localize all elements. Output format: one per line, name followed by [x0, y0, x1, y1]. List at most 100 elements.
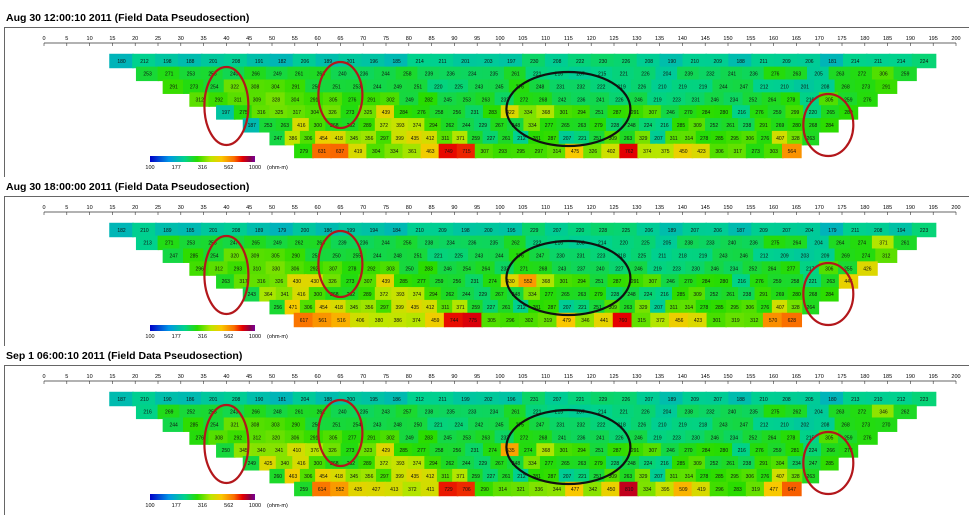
data-cell — [680, 468, 698, 484]
data-value-label: 207 — [576, 72, 585, 78]
data-cell — [558, 468, 576, 484]
data-value-label: 290 — [480, 487, 489, 493]
data-value-label: 268 — [841, 85, 850, 91]
x-tick-label: 90 — [451, 36, 457, 42]
data-cell — [727, 143, 748, 159]
data-value-label: 345 — [350, 305, 359, 311]
data-value-label: 205 — [814, 72, 823, 78]
data-value-label: 259 — [472, 474, 481, 480]
data-value-label: 216 — [143, 410, 152, 416]
data-value-label: 326 — [589, 149, 598, 155]
data-value-label: 302 — [386, 435, 395, 441]
data-cell — [376, 443, 396, 458]
data-value-label: 243 — [373, 423, 382, 429]
data-value-label: 236 — [577, 97, 586, 103]
data-cell — [636, 53, 662, 69]
data-value-label: 275 — [516, 423, 525, 429]
data-cell — [751, 53, 776, 69]
data-value-label: 297 — [380, 305, 389, 311]
data-value-label: 317 — [293, 110, 302, 116]
data-value-label: 224 — [809, 448, 818, 454]
data-cell — [287, 274, 307, 289]
data-value-label: 274 — [862, 254, 871, 260]
data-value-label: 245 — [495, 85, 504, 91]
data-cell — [536, 274, 556, 289]
data-cell — [200, 53, 226, 69]
data-cell — [695, 130, 713, 146]
data-cell — [421, 299, 439, 315]
data-value-label: 261 — [295, 410, 304, 416]
data-cell — [399, 261, 420, 276]
data-value-label: 251 — [595, 110, 604, 116]
x-tick-label: 20 — [132, 374, 138, 380]
data-value-label: 270 — [882, 423, 891, 429]
data-cell — [361, 222, 387, 238]
data-cell — [660, 274, 681, 289]
data-value-label: 290 — [292, 423, 301, 429]
data-value-label: 229 — [479, 123, 488, 129]
data-cell — [751, 222, 776, 238]
data-cell — [155, 53, 180, 69]
data-value-label: 254 — [210, 85, 219, 91]
data-value-label: 285 — [715, 136, 724, 142]
data-value-label: 509 — [679, 487, 688, 493]
data-value-label: 266 — [252, 72, 261, 78]
data-value-label: 263 — [624, 136, 633, 142]
x-tick-label: 15 — [109, 36, 115, 42]
data-value-label: 299 — [791, 110, 800, 116]
data-cell — [393, 105, 414, 120]
data-value-label: 296 — [506, 318, 515, 324]
data-cell — [497, 468, 515, 484]
data-value-label: 435 — [411, 474, 420, 480]
data-value-label: 374 — [412, 318, 421, 324]
data-cell — [688, 456, 707, 471]
data-value-label: 215 — [806, 435, 815, 441]
data-value-label: 232 — [706, 410, 715, 416]
data-value-label: 235 — [490, 72, 499, 78]
data-cell — [590, 404, 614, 420]
data-value-label: 219 — [653, 266, 662, 272]
data-cell — [395, 404, 419, 420]
colorbar-tick-label: 177 — [172, 165, 181, 171]
data-cell — [384, 143, 405, 159]
data-value-label: 274 — [488, 448, 497, 454]
data-value-label: 291 — [310, 435, 319, 441]
data-cell — [705, 118, 724, 133]
data-value-label: 356 — [365, 305, 374, 311]
data-cell — [518, 312, 540, 328]
data-value-label: 263 — [827, 279, 836, 285]
data-cell — [669, 312, 690, 328]
data-cell — [547, 481, 567, 497]
data-value-label: 454 — [319, 474, 328, 480]
data-value-label: 266 — [827, 448, 836, 454]
data-value-label: 212 — [517, 474, 526, 480]
x-tick-label: 65 — [337, 36, 343, 42]
data-cell — [284, 261, 306, 276]
colorbar-tick-label: 177 — [172, 334, 181, 340]
data-value-label: 256 — [453, 448, 462, 454]
data-cell — [682, 391, 708, 407]
data-value-label: 329 — [639, 305, 648, 311]
data-value-label: 304 — [372, 149, 381, 155]
data-value-label: 570 — [769, 318, 778, 324]
data-value-label: 284 — [825, 123, 834, 129]
data-value-label: 235 — [749, 410, 758, 416]
data-cell — [299, 130, 317, 146]
x-tick-label: 200 — [951, 36, 960, 42]
data-cell — [179, 404, 203, 420]
data-cell — [678, 274, 699, 289]
data-value-label: 241 — [596, 97, 605, 103]
data-value-label: 293 — [499, 149, 508, 155]
data-value-label: 180 — [117, 59, 126, 65]
data-value-label: 303 — [386, 266, 395, 272]
data-value-label: 262 — [511, 241, 520, 247]
data-cell — [246, 261, 268, 276]
data-cell — [244, 404, 268, 420]
data-cell — [643, 274, 663, 289]
data-value-label: 259 — [472, 136, 481, 142]
data-cell — [437, 92, 459, 107]
data-value-label: 315 — [638, 318, 647, 324]
data-value-label: 205 — [663, 241, 672, 247]
data-value-label: 372 — [380, 123, 389, 129]
data-value-label: 330 — [272, 266, 281, 272]
